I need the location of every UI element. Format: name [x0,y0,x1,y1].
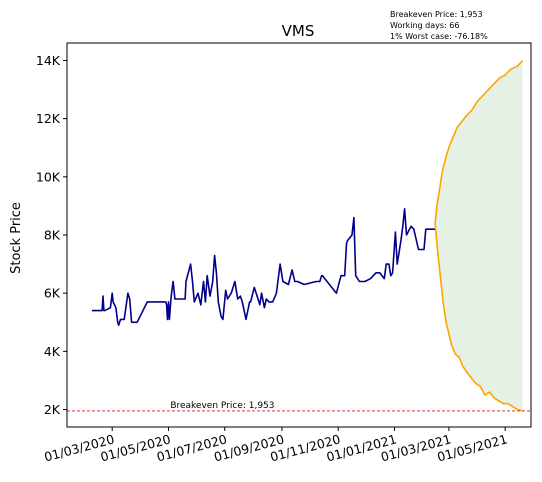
chart-title: VMS [282,22,315,40]
info-breakeven: Breakeven Price: 1,953 [390,10,483,19]
y-tick-label: 6K [44,286,61,301]
info-working-days: Working days: 66 [390,21,459,30]
series-line-best-case [434,59,524,224]
forecast-band [435,60,523,411]
y-tick-label: 4K [44,344,61,359]
y-tick-label: 2K [44,402,61,417]
series-line-worst-case [434,223,523,412]
breakeven-label: Breakeven Price: 1,953 [170,401,274,411]
y-axis-label: Stock Price [9,202,24,274]
y-tick-label: 8K [44,228,61,243]
info-worst-case: 1% Worst case: -76.18% [390,32,488,41]
y-tick-label: 10K [36,169,61,184]
y-tick-label: 12K [36,111,61,126]
plot-frame [66,42,532,428]
series-line-historical [91,208,436,327]
y-tick-label: 14K [36,53,61,68]
